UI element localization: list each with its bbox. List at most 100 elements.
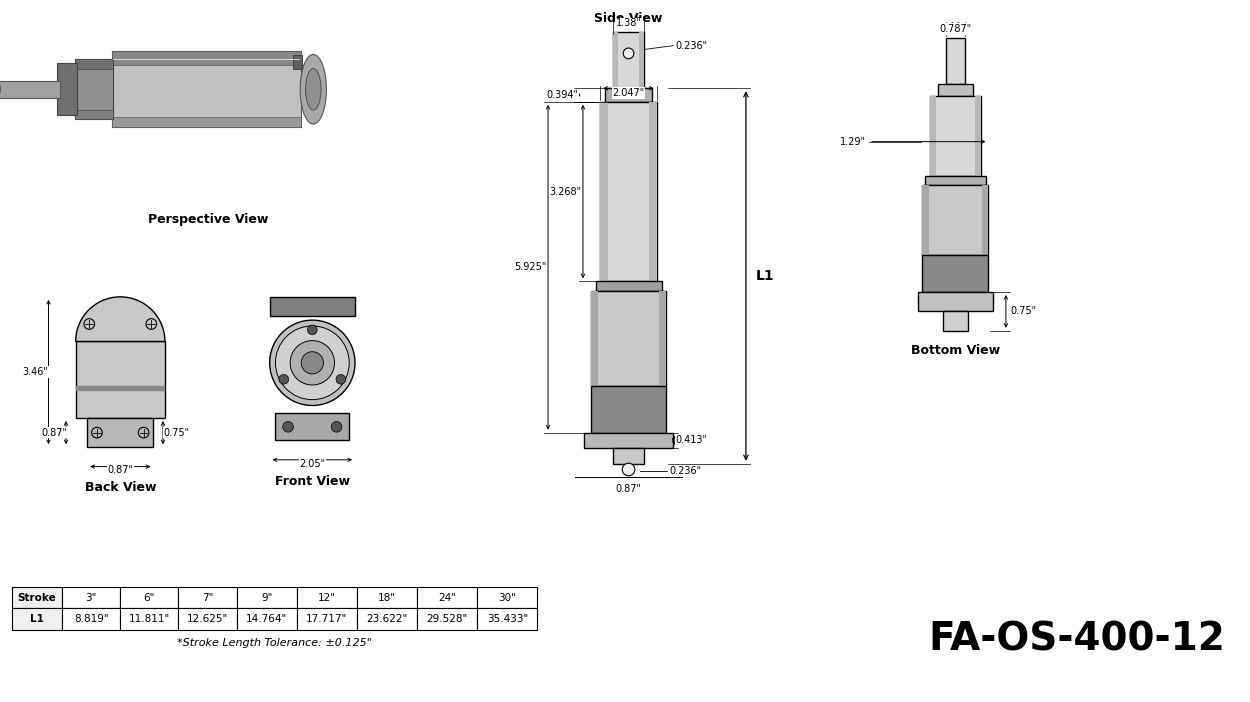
Bar [179, 608, 236, 630]
Text: 12.625": 12.625" [188, 614, 229, 624]
Bar [595, 282, 661, 291]
Text: 1.29": 1.29" [840, 137, 866, 147]
Bar [918, 292, 994, 312]
Text: 12": 12" [318, 592, 336, 602]
Text: Stroke: Stroke [18, 592, 56, 602]
Circle shape [290, 340, 335, 385]
Text: L1: L1 [30, 614, 44, 624]
Text: 7": 7" [202, 592, 214, 602]
Text: 29.528": 29.528" [426, 614, 468, 624]
Text: 2.05": 2.05" [299, 458, 325, 469]
Circle shape [270, 320, 355, 406]
Text: 3": 3" [85, 592, 96, 602]
Bar [639, 32, 644, 88]
Bar [357, 587, 418, 608]
Bar [600, 102, 609, 282]
Text: 18": 18" [378, 592, 396, 602]
Bar [275, 413, 349, 440]
Text: 2.047": 2.047" [612, 88, 645, 98]
Bar [88, 418, 154, 447]
Bar [418, 587, 478, 608]
Circle shape [301, 352, 324, 374]
Text: L1: L1 [755, 269, 774, 283]
Text: 0.236": 0.236" [675, 41, 707, 51]
Bar [76, 341, 165, 418]
Text: 0.87": 0.87" [615, 484, 641, 494]
Bar [75, 59, 114, 69]
Bar [981, 185, 989, 255]
Text: 3.268": 3.268" [550, 187, 581, 197]
Text: 0.394": 0.394" [546, 90, 579, 100]
Bar [296, 587, 358, 608]
Bar [76, 386, 165, 391]
Bar [75, 59, 114, 119]
Bar [357, 608, 418, 630]
Ellipse shape [305, 69, 321, 110]
Bar [649, 102, 656, 282]
Bar [938, 84, 972, 96]
Bar [75, 110, 114, 119]
Bar [930, 96, 936, 176]
Bar [946, 38, 965, 84]
Bar [270, 297, 355, 316]
Text: 11.811": 11.811" [129, 614, 170, 624]
Text: Perspective View: Perspective View [149, 213, 269, 226]
Text: 14.764": 14.764" [246, 614, 288, 624]
Text: 24": 24" [439, 592, 456, 602]
Bar [11, 587, 62, 608]
Bar [62, 608, 120, 630]
Text: 0.75": 0.75" [164, 428, 190, 437]
Circle shape [279, 374, 289, 384]
Bar [120, 587, 179, 608]
Circle shape [282, 421, 294, 432]
Bar [612, 32, 644, 88]
Text: Back View: Back View [85, 482, 156, 494]
Text: FA-OS-400-12: FA-OS-400-12 [929, 621, 1225, 658]
Text: 1.38": 1.38" [615, 18, 641, 28]
Bar [612, 448, 644, 464]
Bar [236, 587, 296, 608]
Bar [591, 291, 599, 386]
Bar [292, 55, 301, 69]
Bar [0, 81, 60, 98]
Bar [600, 102, 656, 282]
Ellipse shape [300, 55, 326, 124]
Text: 0.787": 0.787" [939, 24, 971, 34]
Bar [120, 608, 179, 630]
Wedge shape [76, 297, 165, 341]
Text: 6": 6" [144, 592, 155, 602]
Text: 5.925": 5.925" [515, 263, 546, 272]
Bar [612, 32, 618, 88]
Text: 0.87": 0.87" [107, 465, 134, 475]
Bar [925, 176, 985, 185]
Text: 0.236": 0.236" [669, 466, 701, 477]
Text: *Stroke Length Tolerance: ±0.125": *Stroke Length Tolerance: ±0.125" [177, 638, 372, 648]
Bar [236, 608, 296, 630]
Text: 3.46": 3.46" [22, 367, 48, 377]
Bar [930, 96, 981, 176]
Text: Front View: Front View [275, 475, 350, 488]
Bar [478, 587, 538, 608]
Text: 17.717": 17.717" [306, 614, 348, 624]
Text: 35.433": 35.433" [486, 614, 528, 624]
Text: Bottom View: Bottom View [911, 344, 1000, 357]
Bar [922, 185, 929, 255]
Circle shape [336, 374, 346, 384]
Bar [591, 386, 666, 432]
Text: Side View: Side View [594, 12, 662, 25]
Bar [11, 608, 62, 630]
Bar [478, 608, 538, 630]
Text: 0.413": 0.413" [675, 435, 707, 445]
Text: 23.622": 23.622" [366, 614, 408, 624]
Bar [111, 117, 301, 127]
Bar [922, 255, 989, 292]
Text: 8.819": 8.819" [74, 614, 109, 624]
Bar [62, 587, 120, 608]
Text: 0.75": 0.75" [1010, 306, 1036, 317]
Circle shape [331, 421, 342, 432]
Circle shape [624, 48, 634, 59]
Bar [942, 312, 968, 331]
Bar [584, 432, 674, 448]
Bar [296, 608, 358, 630]
Bar [659, 291, 666, 386]
